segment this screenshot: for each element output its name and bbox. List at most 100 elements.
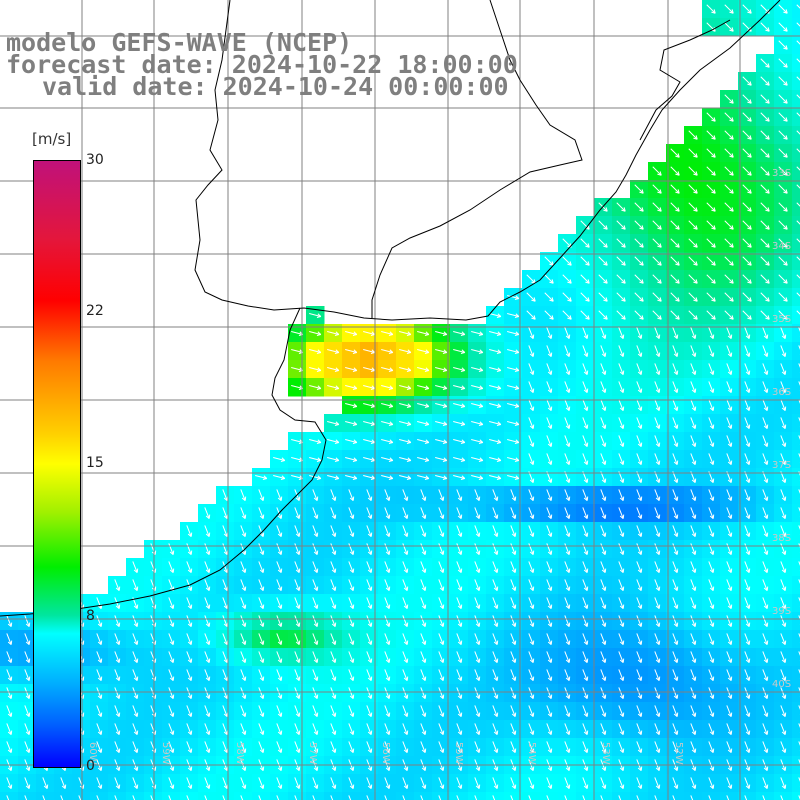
wind-arrow <box>507 439 519 443</box>
wind-arrow <box>507 457 519 461</box>
wind-cell <box>792 666 800 685</box>
wind-arrow <box>186 543 192 555</box>
wind-arrow <box>564 597 570 609</box>
wind-arrow-head <box>713 279 716 284</box>
wind-arrow-head <box>677 279 680 284</box>
wind-arrow-head <box>371 367 376 371</box>
wind-arrow <box>634 184 644 194</box>
wind-arrow-head <box>583 587 588 591</box>
wind-arrow <box>546 453 552 465</box>
wind-arrow <box>690 561 696 573</box>
wind-arrow-head <box>352 460 357 462</box>
wind-arrow-head <box>691 443 696 447</box>
longitude-label: 56W <box>380 742 391 765</box>
wind-arrow <box>309 439 321 443</box>
wind-arrow-head <box>781 533 786 537</box>
wind-arrow <box>760 310 770 320</box>
wind-arrow-head <box>713 9 716 14</box>
wind-arrow <box>708 579 714 591</box>
wind-arrow <box>291 349 303 353</box>
wind-arrow-head <box>583 353 588 357</box>
wind-arrow-head <box>461 421 466 425</box>
wind-arrow <box>582 597 588 609</box>
wind-arrow-head <box>693 245 698 248</box>
wind-arrow <box>780 417 786 429</box>
wind-arrow-head <box>711 299 716 302</box>
wind-arrow-head <box>547 569 552 573</box>
wind-arrow-head <box>765 173 770 176</box>
wind-arrow-head <box>587 261 590 266</box>
wind-arrow <box>742 148 752 158</box>
wind-arrow-head <box>765 155 770 158</box>
wind-arrow-head <box>317 385 322 389</box>
wind-arrow <box>706 238 716 248</box>
wind-arrow-head <box>529 497 534 501</box>
wind-arrow-head <box>317 313 322 317</box>
wind-arrow-head <box>583 479 588 483</box>
wind-arrow-head <box>709 605 714 609</box>
wind-arrow-head <box>511 497 516 501</box>
wind-arrow-head <box>673 407 678 411</box>
wind-arrow <box>672 597 678 609</box>
wind-arrow-head <box>403 515 408 519</box>
wind-arrow-head <box>565 407 570 411</box>
wind-arrow <box>778 4 788 14</box>
wind-arrow-head <box>443 367 448 371</box>
wind-arrow <box>489 313 501 317</box>
wind-arrow-head <box>623 225 626 230</box>
wind-arrow <box>546 327 552 339</box>
wind-arrow <box>670 202 680 212</box>
wind-arrow <box>381 421 393 425</box>
wind-arrow-head <box>331 497 336 501</box>
wind-arrow-head <box>623 243 626 248</box>
wind-arrow-head <box>407 385 412 389</box>
wind-arrow-head <box>745 551 750 555</box>
wind-arrow-head <box>691 551 696 555</box>
latitude-label: 39S <box>772 606 791 617</box>
wind-arrow-head <box>695 315 698 320</box>
wind-arrow <box>726 417 732 429</box>
wind-arrow-head <box>496 370 501 372</box>
wind-arrow <box>618 489 624 501</box>
wind-arrow-head <box>407 403 412 407</box>
wind-arrow <box>726 345 732 357</box>
wind-arrow-head <box>497 349 502 353</box>
wind-arrow-head <box>259 551 264 555</box>
wind-arrow-head <box>370 334 375 336</box>
wind-arrow <box>417 385 429 389</box>
wind-arrow-head <box>745 479 750 483</box>
wind-arrow <box>706 292 716 302</box>
wind-arrow-head <box>695 243 698 248</box>
wind-arrow-head <box>673 551 678 555</box>
wind-arrow-head <box>403 497 408 501</box>
wind-arrow-head <box>334 388 339 390</box>
wind-arrow-head <box>565 497 570 501</box>
wind-arrow-head <box>749 297 752 302</box>
wind-arrow-head <box>565 389 570 393</box>
wind-arrow-head <box>205 605 210 609</box>
wind-arrow <box>510 489 516 501</box>
wind-arrow <box>652 292 662 302</box>
wind-arrow-head <box>655 551 660 555</box>
wind-arrow <box>471 475 483 479</box>
wind-arrow-head <box>425 385 430 389</box>
wind-arrow <box>762 507 768 519</box>
wind-arrow <box>582 489 588 501</box>
wind-arrow-head <box>443 403 448 407</box>
wind-arrow <box>600 417 606 429</box>
wind-arrow <box>294 597 300 609</box>
wind-cell <box>792 270 800 289</box>
wind-arrow-head <box>317 349 322 353</box>
wind-arrow <box>384 489 390 501</box>
wind-arrow-head <box>442 442 447 444</box>
wind-arrow-head <box>169 605 174 609</box>
wind-arrow-head <box>729 119 734 122</box>
wind-arrow-head <box>479 385 484 389</box>
wind-arrow-head <box>623 297 626 302</box>
wind-arrow-head <box>603 245 608 248</box>
colorbar-tick-0: 0 <box>86 758 95 774</box>
wind-arrow-head <box>475 587 480 591</box>
wind-arrow <box>168 561 174 573</box>
wind-arrow-head <box>583 551 588 555</box>
wind-arrow-head <box>655 371 660 375</box>
